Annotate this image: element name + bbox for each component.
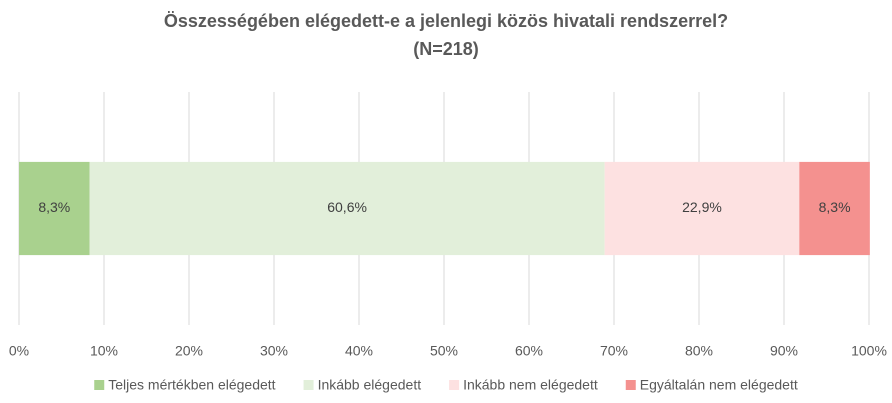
legend-swatch xyxy=(625,380,636,390)
x-tick-label: 0% xyxy=(9,343,29,359)
bar-segment xyxy=(89,161,605,256)
chart-title: Összességében elégedett-e a jelenlegi kö… xyxy=(164,11,728,31)
legend-label: Inkább nem elégedett xyxy=(463,377,598,393)
x-tick-label: 20% xyxy=(175,343,203,359)
legend-label: Inkább elégedett xyxy=(318,377,422,393)
x-tick-label: 80% xyxy=(685,343,713,359)
bar-segment xyxy=(799,161,870,256)
data-label: 22,9% xyxy=(682,199,722,215)
legend-swatch xyxy=(303,380,314,390)
legend-label: Teljes mértékben elégedett xyxy=(108,377,275,393)
legend-label: Egyáltalán nem elégedett xyxy=(640,377,798,393)
data-label: 8,3% xyxy=(819,199,851,215)
x-tick-label: 60% xyxy=(515,343,543,359)
x-tick-label: 30% xyxy=(260,343,288,359)
x-tick-label: 70% xyxy=(600,343,628,359)
chart-subtitle: (N=218) xyxy=(413,39,479,59)
bar-segment xyxy=(19,161,90,256)
data-label: 60,6% xyxy=(327,199,367,215)
x-tick-label: 100% xyxy=(851,343,887,359)
x-tick-label: 50% xyxy=(430,343,458,359)
bar-segment xyxy=(604,161,800,256)
x-tick-label: 90% xyxy=(770,343,798,359)
x-tick-label: 10% xyxy=(90,343,118,359)
data-label: 8,3% xyxy=(38,199,70,215)
legend-swatch xyxy=(449,380,460,390)
legend-swatch xyxy=(94,380,105,390)
x-tick-label: 40% xyxy=(345,343,373,359)
